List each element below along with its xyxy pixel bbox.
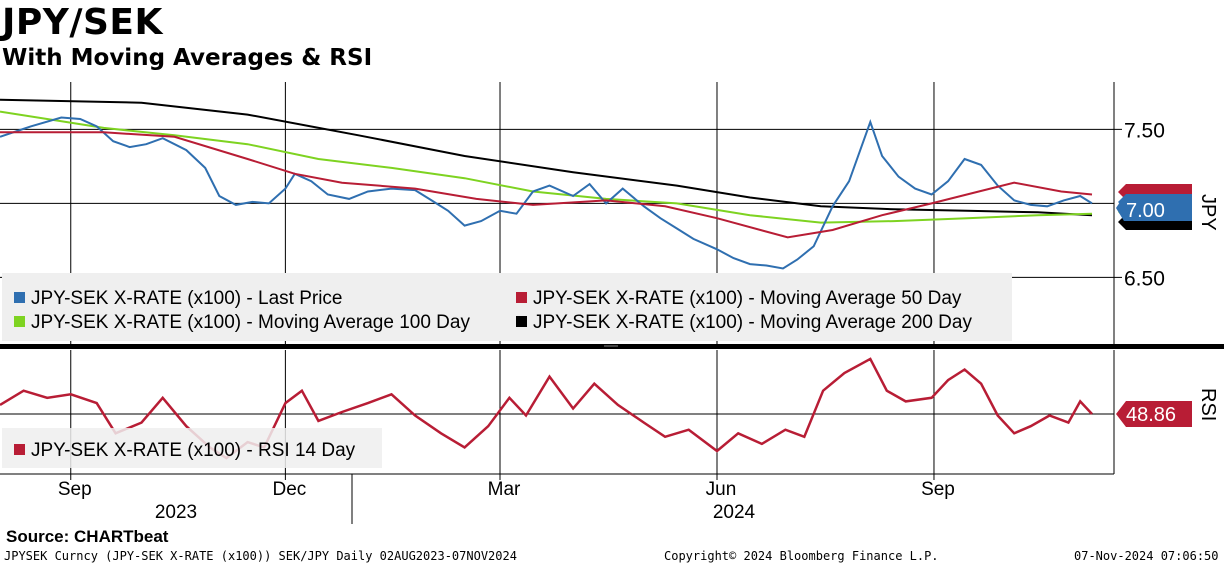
source-note: Source: CHARTbeat [6, 527, 169, 546]
price-series [0, 98, 1093, 270]
rsi-y-axis: 48.86 RSI [1113, 350, 1219, 474]
x-tick-label-0: Sep [58, 479, 92, 500]
legend-swatch-ma200 [516, 316, 527, 327]
rsi-legend: JPY-SEK X-RATE (x100) - RSI 14 Day [2, 428, 382, 468]
legend-swatch-ma50 [516, 292, 527, 303]
rsi-last-label: 48.86 [1126, 404, 1176, 426]
ma200-line [0, 98, 1093, 217]
ma50-line [0, 131, 1093, 239]
rsi-y-axis-title: RSI [1197, 388, 1219, 421]
price-legend-box [2, 273, 1012, 341]
legend-swatch-price [14, 292, 25, 303]
last-price-label: 7.00 [1126, 200, 1165, 222]
footer-copyright: Copyright© 2024 Bloomberg Finance L.P. [664, 549, 939, 563]
ma100-line [0, 110, 1093, 224]
price-y-axis-title: JPY [1197, 194, 1219, 231]
x-year-label-1: 2024 [713, 502, 756, 523]
last-price-line [0, 116, 1093, 270]
chart-title: JPY/SEK [2, 2, 163, 43]
legend-label-price: JPY-SEK X-RATE (x100) - Last Price [31, 288, 343, 309]
footer-timestamp: 07-Nov-2024 07:06:50 [1074, 549, 1219, 563]
price-ytick-label-1: 6.50 [1124, 267, 1165, 290]
legend-label-ma50: JPY-SEK X-RATE (x100) - Moving Average 5… [533, 288, 962, 309]
x-axis: Sep Dec Mar Jun Sep 2023 2024 [0, 473, 1114, 524]
rsi-last-marker [1116, 401, 1192, 428]
legend-label-ma100: JPY-SEK X-RATE (x100) - Moving Average 1… [31, 312, 470, 333]
footer-ticker-info: JPYSEK Curncy (JPY-SEK X-RATE (x100)) SE… [4, 549, 517, 563]
legend-label-rsi: JPY-SEK X-RATE (x100) - RSI 14 Day [31, 440, 356, 461]
chart-subtitle: With Moving Averages & RSI [2, 45, 373, 71]
rsi-legend-box [2, 428, 382, 468]
x-year-label-0: 2023 [155, 502, 197, 523]
price-ytick-label-0: 7.50 [1124, 119, 1165, 142]
legend-swatch-rsi [14, 444, 25, 455]
price-y-axis: 7.50 6.50 7.00 JPY [1113, 82, 1219, 344]
legend-label-ma200: JPY-SEK X-RATE (x100) - Moving Average 2… [533, 312, 972, 333]
x-tick-label-1: Dec [272, 479, 306, 500]
price-legend: JPY-SEK X-RATE (x100) - Last Price JPY-SE… [2, 273, 1012, 341]
legend-swatch-ma100 [14, 316, 25, 327]
x-tick-label-3: Jun [706, 479, 737, 500]
x-tick-label-4: Sep [921, 479, 955, 500]
last-price-marker [1116, 196, 1192, 221]
panel-divider[interactable] [0, 344, 1224, 349]
x-tick-label-2: Mar [488, 479, 521, 500]
